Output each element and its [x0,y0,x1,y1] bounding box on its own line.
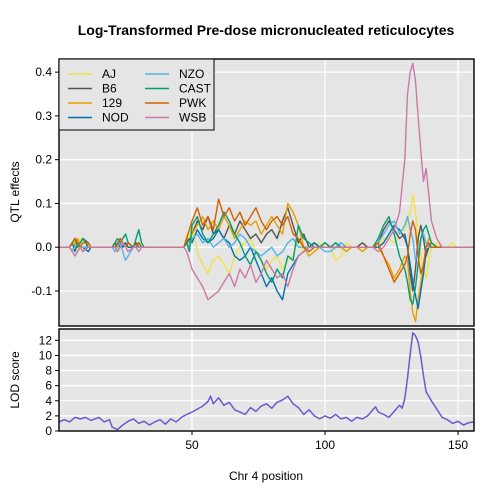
top-y-tick-label-3: 0.2 [35,153,52,167]
x-axis: 50 100 150 [185,431,468,452]
bottom-panel-border [58,328,475,432]
lod-line [58,332,475,431]
x-tick-label-0: 50 [185,438,199,452]
bottom-y-tick-label-0: 0 [45,424,52,438]
bottom-y-tick-label-4: 8 [45,364,52,378]
legend-label-129: 129 [102,96,122,110]
series-line-wsb [59,62,474,301]
legend-label-wsb: WSB [179,111,206,125]
top-y-tick-label-5: 0.4 [35,65,52,79]
top-y-tick-label-2: 0.1 [35,196,52,210]
bottom-y-tick-label-5: 10 [39,348,53,362]
series-line-nzo [59,215,474,261]
top-y-axis: -0.1 0.0 0.1 0.2 0.3 0.4 [31,65,59,298]
top-y-tick-label-4: 0.3 [35,109,52,123]
legend-label-nzo: NZO [179,67,204,81]
top-y-axis-label: QTL effects [8,161,22,222]
lod-line-group [58,332,475,431]
legend-label-b6: B6 [102,82,117,96]
top-panel-border [58,58,475,327]
series-line-cast [59,211,474,305]
bottom-y-tick-label-2: 4 [45,394,52,408]
qtl-effects-panel: -0.10.00.10.20.30.4 QTL effects AJB6129N… [8,58,475,327]
top-series-lines [59,62,474,323]
legend-label-pwk: PWK [179,96,206,110]
bottom-y-tick-label-3: 6 [45,379,52,393]
legend-label-aj: AJ [102,67,116,81]
series-line-nod [59,224,474,310]
bottom-y-tick-label-1: 2 [45,409,52,423]
legend-label-cast: CAST [179,82,212,96]
x-axis-label: Chr 4 position [229,469,303,483]
bottom-y-tick-label-6: 12 [39,333,53,347]
chart-title: Log-Transformed Pre-dose micronucleated … [78,22,455,38]
x-tick-label-2: 150 [448,438,468,452]
top-y-tick-label-1: 0.0 [35,240,52,254]
bottom-panel-background [59,329,474,431]
bottom-y-axis-label: LOD score [8,351,22,409]
x-tick-label-1: 100 [315,438,335,452]
legend-label-nod: NOD [102,111,129,125]
top-y-tick-label-0: -0.1 [31,284,52,298]
